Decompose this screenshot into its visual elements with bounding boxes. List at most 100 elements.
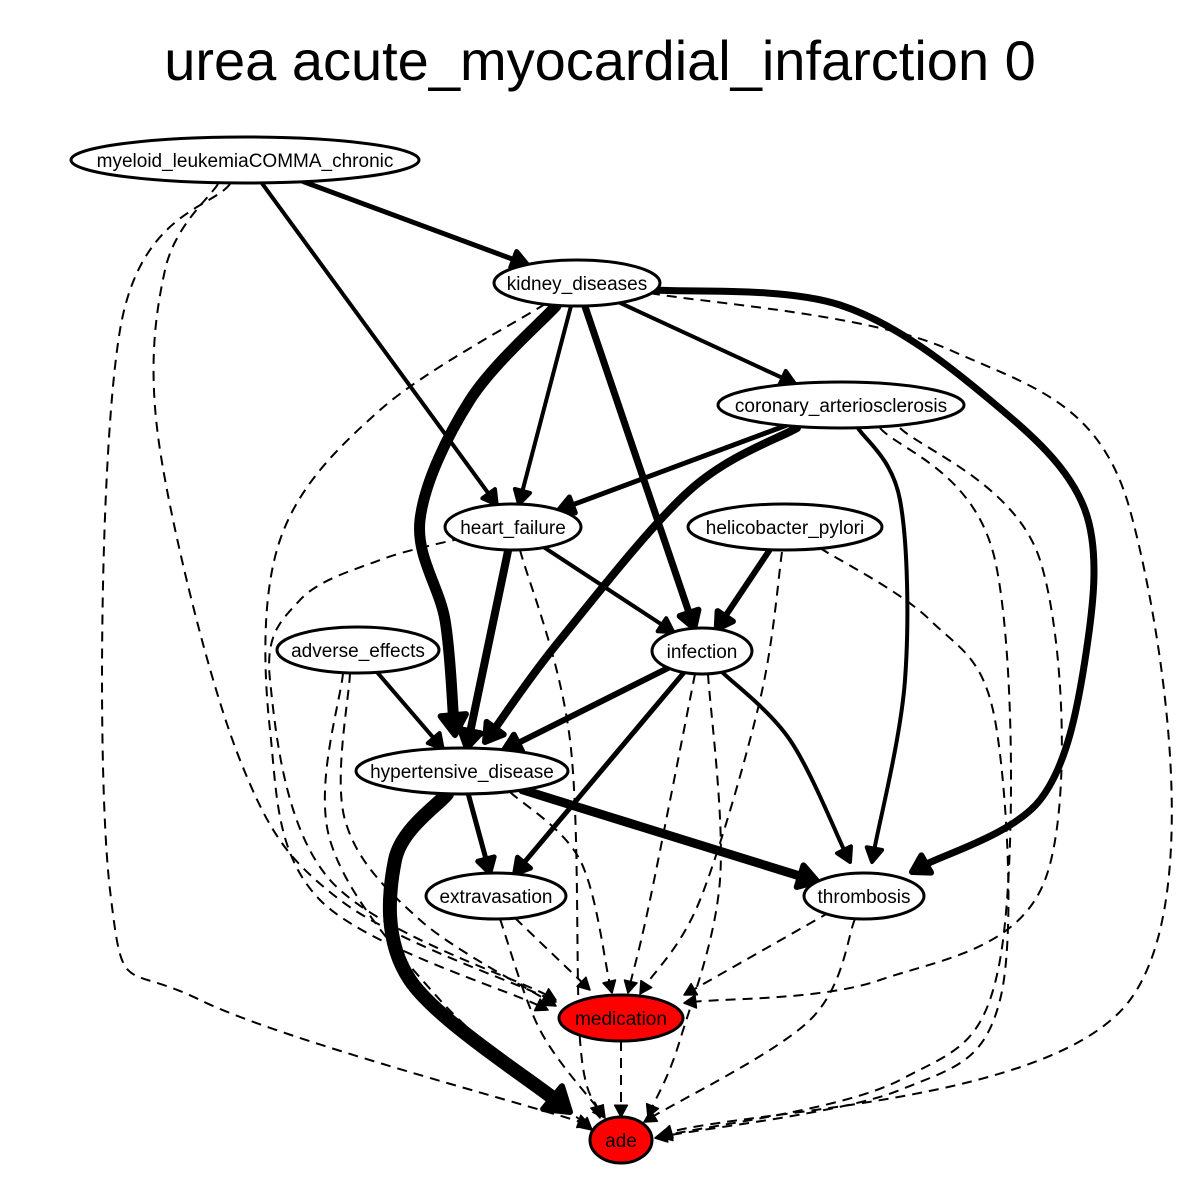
edge-myeloid-to-heart: [259, 180, 499, 507]
node-label: ade: [605, 1131, 637, 1152]
node-label: infection: [667, 642, 738, 663]
edge-helico-to-ade: [654, 547, 1010, 1143]
edge-hyper-to-ade: [382, 787, 573, 1115]
node-ellipse: [443, 502, 583, 552]
node-label: thrombosis: [818, 887, 911, 908]
edge-line: [499, 918, 601, 1112]
edge-extrav-to-ade: [499, 918, 606, 1119]
edge-line: [691, 911, 831, 992]
node-ellipse: [686, 502, 884, 552]
edge-arrowhead: [541, 993, 557, 1007]
edge-arrowhead: [834, 844, 853, 864]
edge-kidney-to-thromb: [651, 286, 1098, 876]
node-ellipse: [424, 871, 568, 921]
edge-arrowhead: [578, 1116, 593, 1131]
edge-line: [519, 303, 573, 496]
node-label: heart_failure: [460, 518, 566, 539]
edge-line: [323, 672, 586, 1125]
node-label: adverse_effects: [291, 641, 425, 662]
nodes-layer: myeloid_leukemiaCOMMA_chronic kidney_dise…: [69, 135, 966, 1165]
node-ellipse: [557, 993, 685, 1043]
node-label: myeloid_leukemiaCOMMA_chronic: [97, 151, 394, 172]
edges-layer: [101, 179, 1173, 1143]
node-ellipse: [802, 871, 926, 921]
edge-kidney-to-hyper: [414, 300, 562, 738]
edge-kidney-to-infection: [581, 302, 702, 632]
edge-line: [651, 918, 856, 1118]
edge-coronary-to-hyper: [482, 424, 801, 745]
edge-arrowhead: [480, 487, 499, 507]
edge-helico-to-infection: [713, 546, 773, 633]
edge-line: [152, 183, 548, 999]
edge-arrowhead: [639, 979, 653, 995]
edge-line: [268, 537, 549, 997]
edge-line: [259, 180, 493, 498]
edge-arrowhead: [592, 1103, 606, 1119]
edge-arrowhead: [540, 1083, 573, 1115]
edge-line: [651, 286, 1098, 870]
node-thromb: thrombosis: [802, 871, 926, 921]
edge-line: [720, 670, 848, 855]
edge-line: [518, 785, 809, 882]
node-ellipse: [716, 380, 966, 430]
node-label: coronary_arteriosclerosis: [735, 396, 947, 417]
node-medication: medication: [557, 993, 685, 1043]
edge-line: [567, 423, 789, 509]
node-adverse: adverse_effects: [275, 625, 441, 675]
edge-hyper-to-thromb: [518, 785, 821, 890]
edge-line: [856, 426, 910, 854]
edge-infection-to-thromb: [720, 670, 853, 864]
edge-adverse-to-medication: [339, 672, 557, 1007]
node-myeloid: myeloid_leukemiaCOMMA_chronic: [69, 135, 421, 185]
edge-coronary-to-thromb: [856, 426, 910, 864]
node-ellipse: [275, 625, 441, 675]
node-ellipse: [354, 746, 570, 796]
node-hyper: hypertensive_disease: [354, 746, 570, 796]
edge-line: [519, 549, 599, 1110]
edge-arrowhead: [909, 852, 935, 876]
node-label: kidney_diseases: [507, 274, 647, 295]
edge-line: [489, 424, 801, 735]
edge-line: [650, 673, 722, 1109]
edge-arrowhead: [512, 854, 533, 877]
node-label: extravasation: [439, 887, 552, 908]
edge-kidney-to-heart: [512, 303, 573, 507]
node-ellipse: [492, 258, 662, 308]
node-kidney: kidney_diseases: [492, 258, 662, 308]
edge-arrowhead: [655, 616, 676, 635]
edge-infection-to-extrav: [512, 669, 687, 877]
edge-line: [664, 547, 1010, 1138]
edge-adverse-to-ade: [323, 672, 593, 1131]
edge-line: [300, 179, 519, 264]
node-label: hypertensive_disease: [370, 762, 554, 783]
edge-hyper-to-extrav: [465, 791, 497, 876]
edge-arrowhead: [793, 862, 821, 890]
edge-line: [339, 672, 549, 1002]
node-extrav: extravasation: [424, 871, 568, 921]
node-heart: heart_failure: [443, 502, 583, 552]
node-infection: infection: [650, 626, 754, 676]
edge-line: [629, 673, 696, 985]
edge-thromb-to-ade: [643, 918, 856, 1123]
node-label: medication: [575, 1009, 667, 1030]
edge-line: [644, 551, 783, 987]
edge-arrowhead: [456, 726, 484, 752]
edge-line: [465, 545, 513, 739]
edge-arrowhead: [683, 982, 699, 996]
edge-adverse-to-hyper: [375, 670, 445, 751]
edge-line: [465, 791, 490, 865]
edge-line: [509, 791, 611, 985]
edge-line: [101, 183, 582, 1124]
edge-line: [720, 546, 773, 622]
edge-arrowhead: [437, 711, 469, 738]
node-ellipse: [650, 626, 754, 676]
edge-arrowhead: [864, 845, 885, 864]
edge-coronary-to-heart: [556, 423, 789, 516]
edge-arrowhead: [512, 486, 533, 507]
graph-title: urea acute_myocardial_infarction 0: [164, 29, 1036, 92]
edge-line: [264, 303, 546, 1007]
edge-line: [693, 427, 1063, 1003]
edge-arrowhead: [643, 1109, 659, 1123]
edge-line: [668, 427, 1012, 1136]
